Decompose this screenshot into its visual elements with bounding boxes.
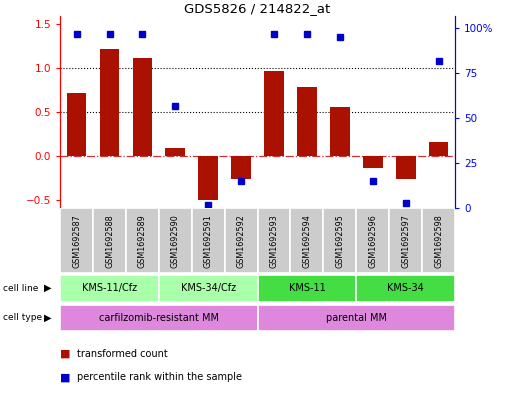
Bar — [198, 156, 218, 200]
Bar — [159, 275, 257, 302]
Bar — [422, 208, 455, 273]
Bar — [192, 208, 225, 273]
Bar — [396, 156, 415, 179]
Text: GSM1692594: GSM1692594 — [302, 214, 311, 268]
Bar — [257, 208, 290, 273]
Bar — [356, 208, 389, 273]
Bar — [257, 275, 356, 302]
Bar — [257, 305, 455, 331]
Text: GSM1692595: GSM1692595 — [335, 214, 344, 268]
Bar — [323, 208, 356, 273]
Text: KMS-11/Cfz: KMS-11/Cfz — [82, 283, 137, 293]
Bar — [389, 208, 422, 273]
Text: GSM1692590: GSM1692590 — [171, 214, 180, 268]
Text: GSM1692596: GSM1692596 — [368, 214, 377, 268]
Bar — [290, 208, 323, 273]
Bar — [264, 71, 284, 156]
Text: ■: ■ — [60, 372, 71, 382]
Bar — [159, 208, 192, 273]
Text: transformed count: transformed count — [77, 349, 168, 359]
Bar — [330, 107, 350, 156]
Text: GSM1692588: GSM1692588 — [105, 214, 114, 268]
Bar — [60, 305, 257, 331]
Text: ■: ■ — [60, 349, 71, 359]
Bar — [429, 142, 448, 156]
Text: GSM1692592: GSM1692592 — [236, 214, 246, 268]
Text: cell line: cell line — [3, 284, 38, 293]
Bar — [60, 275, 159, 302]
Bar — [93, 208, 126, 273]
Bar — [67, 93, 86, 156]
Text: GSM1692598: GSM1692598 — [434, 214, 443, 268]
Text: GSM1692587: GSM1692587 — [72, 214, 81, 268]
Text: GSM1692597: GSM1692597 — [401, 214, 410, 268]
Text: GSM1692591: GSM1692591 — [204, 214, 213, 268]
Bar — [132, 58, 152, 156]
Text: GSM1692589: GSM1692589 — [138, 214, 147, 268]
Text: ▶: ▶ — [44, 313, 52, 323]
Bar — [60, 208, 93, 273]
Text: KMS-34: KMS-34 — [387, 283, 424, 293]
Title: GDS5826 / 214822_at: GDS5826 / 214822_at — [185, 2, 331, 15]
Bar — [363, 156, 383, 168]
Text: parental MM: parental MM — [326, 313, 387, 323]
Text: KMS-11: KMS-11 — [289, 283, 325, 293]
Text: cell type: cell type — [3, 313, 42, 322]
Bar — [231, 156, 251, 179]
Text: percentile rank within the sample: percentile rank within the sample — [77, 372, 242, 382]
Text: KMS-34/Cfz: KMS-34/Cfz — [180, 283, 236, 293]
Text: GSM1692593: GSM1692593 — [269, 214, 279, 268]
Bar — [297, 86, 317, 156]
Bar — [126, 208, 159, 273]
Text: carfilzomib-resistant MM: carfilzomib-resistant MM — [99, 313, 219, 323]
Bar — [100, 49, 119, 156]
Text: ▶: ▶ — [44, 283, 52, 293]
Bar — [165, 148, 185, 156]
Bar — [356, 275, 455, 302]
Bar — [225, 208, 257, 273]
